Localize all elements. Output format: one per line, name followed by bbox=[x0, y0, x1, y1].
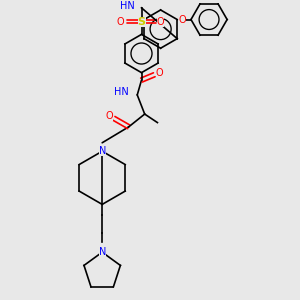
Text: N: N bbox=[98, 247, 106, 257]
Text: O: O bbox=[116, 16, 124, 27]
Text: HN: HN bbox=[120, 1, 135, 11]
Text: N: N bbox=[98, 146, 106, 156]
Text: O: O bbox=[157, 16, 164, 27]
Text: S: S bbox=[137, 16, 146, 27]
Text: HN: HN bbox=[114, 87, 129, 97]
Text: O: O bbox=[106, 111, 113, 121]
Text: O: O bbox=[156, 68, 164, 78]
Text: O: O bbox=[179, 14, 186, 25]
